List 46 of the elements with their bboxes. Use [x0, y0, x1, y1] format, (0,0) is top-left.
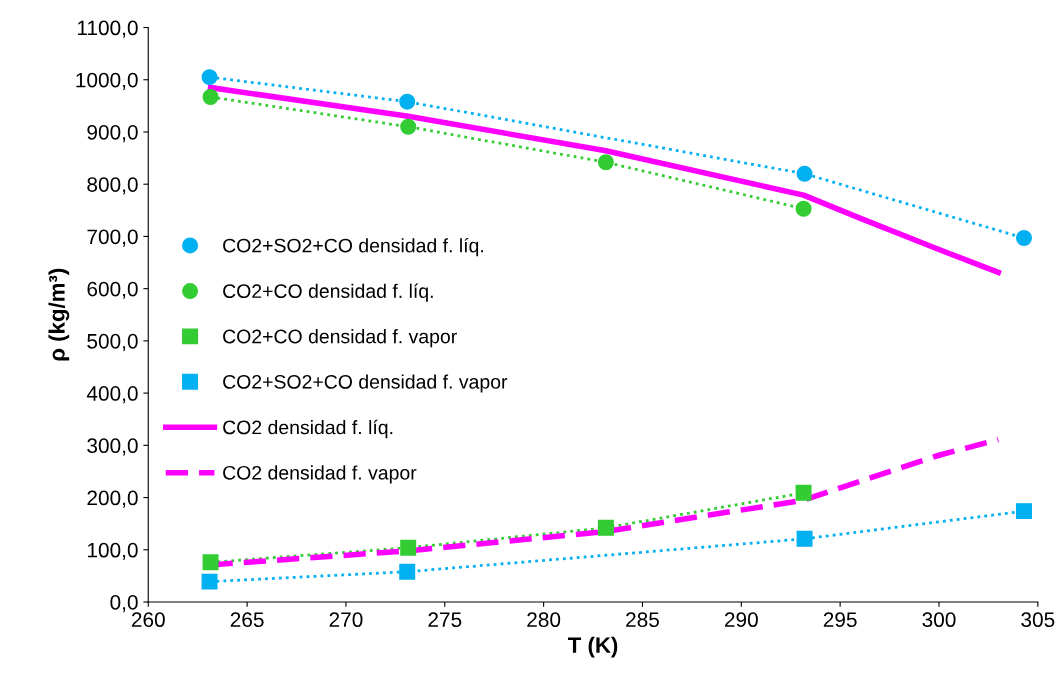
point — [202, 554, 219, 571]
legend-label: CO2 densidad f. líq. — [223, 419, 393, 439]
x-tick-label: 285 — [626, 612, 659, 628]
y-tick-label: 100,0 — [88, 542, 138, 560]
legend-label: CO2+SO2+CO densidad f. vapor — [223, 374, 508, 393]
y-axis-title: ρ (kg/m³) — [48, 268, 70, 361]
y-tick-label: 700,0 — [87, 229, 138, 247]
legend-label: CO2+CO densidad f. vapor — [223, 329, 457, 348]
y-tick-label: 0,0 — [110, 595, 138, 613]
point — [202, 88, 219, 105]
point — [1015, 230, 1032, 246]
y-tick-label: 1100,0 — [77, 20, 138, 38]
point — [795, 484, 812, 501]
point — [400, 539, 417, 556]
point — [795, 200, 812, 217]
point — [1015, 503, 1032, 520]
point — [399, 563, 416, 580]
point — [201, 573, 218, 590]
legend-label: CO2 densidad f. vapor — [223, 465, 417, 484]
point — [796, 530, 813, 547]
point — [400, 118, 417, 135]
point — [597, 154, 614, 171]
y-tick-label: 300,0 — [87, 438, 138, 456]
legend-label: CO2+CO densidad f. líq. — [223, 283, 433, 302]
legend-label: CO2+SO2+CO densidad f. líq. — [223, 237, 484, 257]
y-tick-label: 800,0 — [87, 177, 138, 195]
x-tick-label: 275 — [428, 612, 462, 628]
y-tick-label: 600,0 — [87, 281, 138, 299]
x-tick-label: 290 — [724, 612, 758, 628]
y-tick-label: 500,0 — [87, 333, 138, 352]
point — [597, 519, 614, 536]
x-tick-label: 265 — [230, 612, 264, 628]
x-tick-label: 260 — [131, 612, 165, 628]
x-axis-title: T (K) — [567, 636, 618, 658]
point — [399, 93, 416, 110]
point — [796, 165, 813, 182]
point — [201, 69, 218, 86]
x-tick-label: 300 — [922, 612, 956, 628]
y-tick-label: 400,0 — [86, 386, 138, 404]
x-tick-label: 280 — [527, 612, 561, 628]
x-tick-label: 305 — [1021, 612, 1055, 628]
x-tick-label: 270 — [329, 612, 363, 628]
x-tick-label: 295 — [823, 612, 857, 628]
y-tick-label: 200,0 — [87, 490, 138, 508]
y-tick-label: 900,0 — [87, 124, 138, 143]
y-tick-label: 1000,0 — [76, 72, 138, 90]
